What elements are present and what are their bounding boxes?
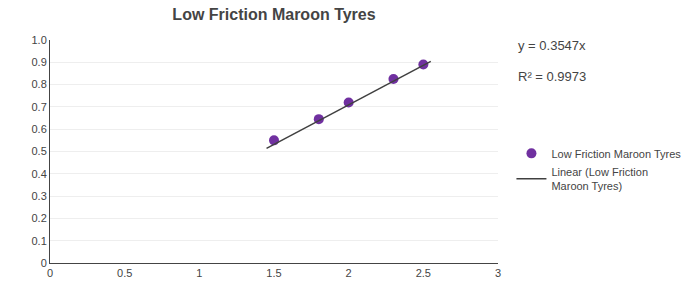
svg-text:2.5: 2.5	[416, 267, 431, 279]
svg-text:0.8: 0.8	[32, 78, 47, 90]
svg-text:0: 0	[41, 257, 47, 269]
svg-text:0.3: 0.3	[32, 190, 47, 202]
svg-text:1: 1	[196, 267, 202, 279]
svg-text:0.5: 0.5	[117, 267, 132, 279]
svg-text:0.6: 0.6	[32, 123, 47, 135]
svg-text:0.5: 0.5	[32, 145, 47, 157]
svg-text:0.7: 0.7	[32, 101, 47, 113]
svg-text:2: 2	[346, 267, 352, 279]
svg-text:Linear (Low FrictionMaroon Tyr: Linear (Low FrictionMaroon Tyres)	[551, 166, 648, 192]
svg-text:R² = 0.9973: R² = 0.9973	[518, 69, 586, 84]
svg-text:0.9: 0.9	[32, 56, 47, 68]
svg-text:Low Friction Maroon Tyres: Low Friction Maroon Tyres	[551, 148, 681, 160]
svg-text:0: 0	[47, 267, 53, 279]
svg-text:1.5: 1.5	[266, 267, 281, 279]
svg-text:y = 0.3547x: y = 0.3547x	[518, 38, 586, 53]
svg-text:3: 3	[495, 267, 501, 279]
svg-text:1.0: 1.0	[32, 34, 47, 46]
svg-text:0.1: 0.1	[32, 235, 47, 247]
svg-text:Low Friction Maroon Tyres: Low Friction Maroon Tyres	[172, 6, 375, 23]
svg-text:0.2: 0.2	[32, 212, 47, 224]
svg-text:0.4: 0.4	[32, 168, 47, 180]
